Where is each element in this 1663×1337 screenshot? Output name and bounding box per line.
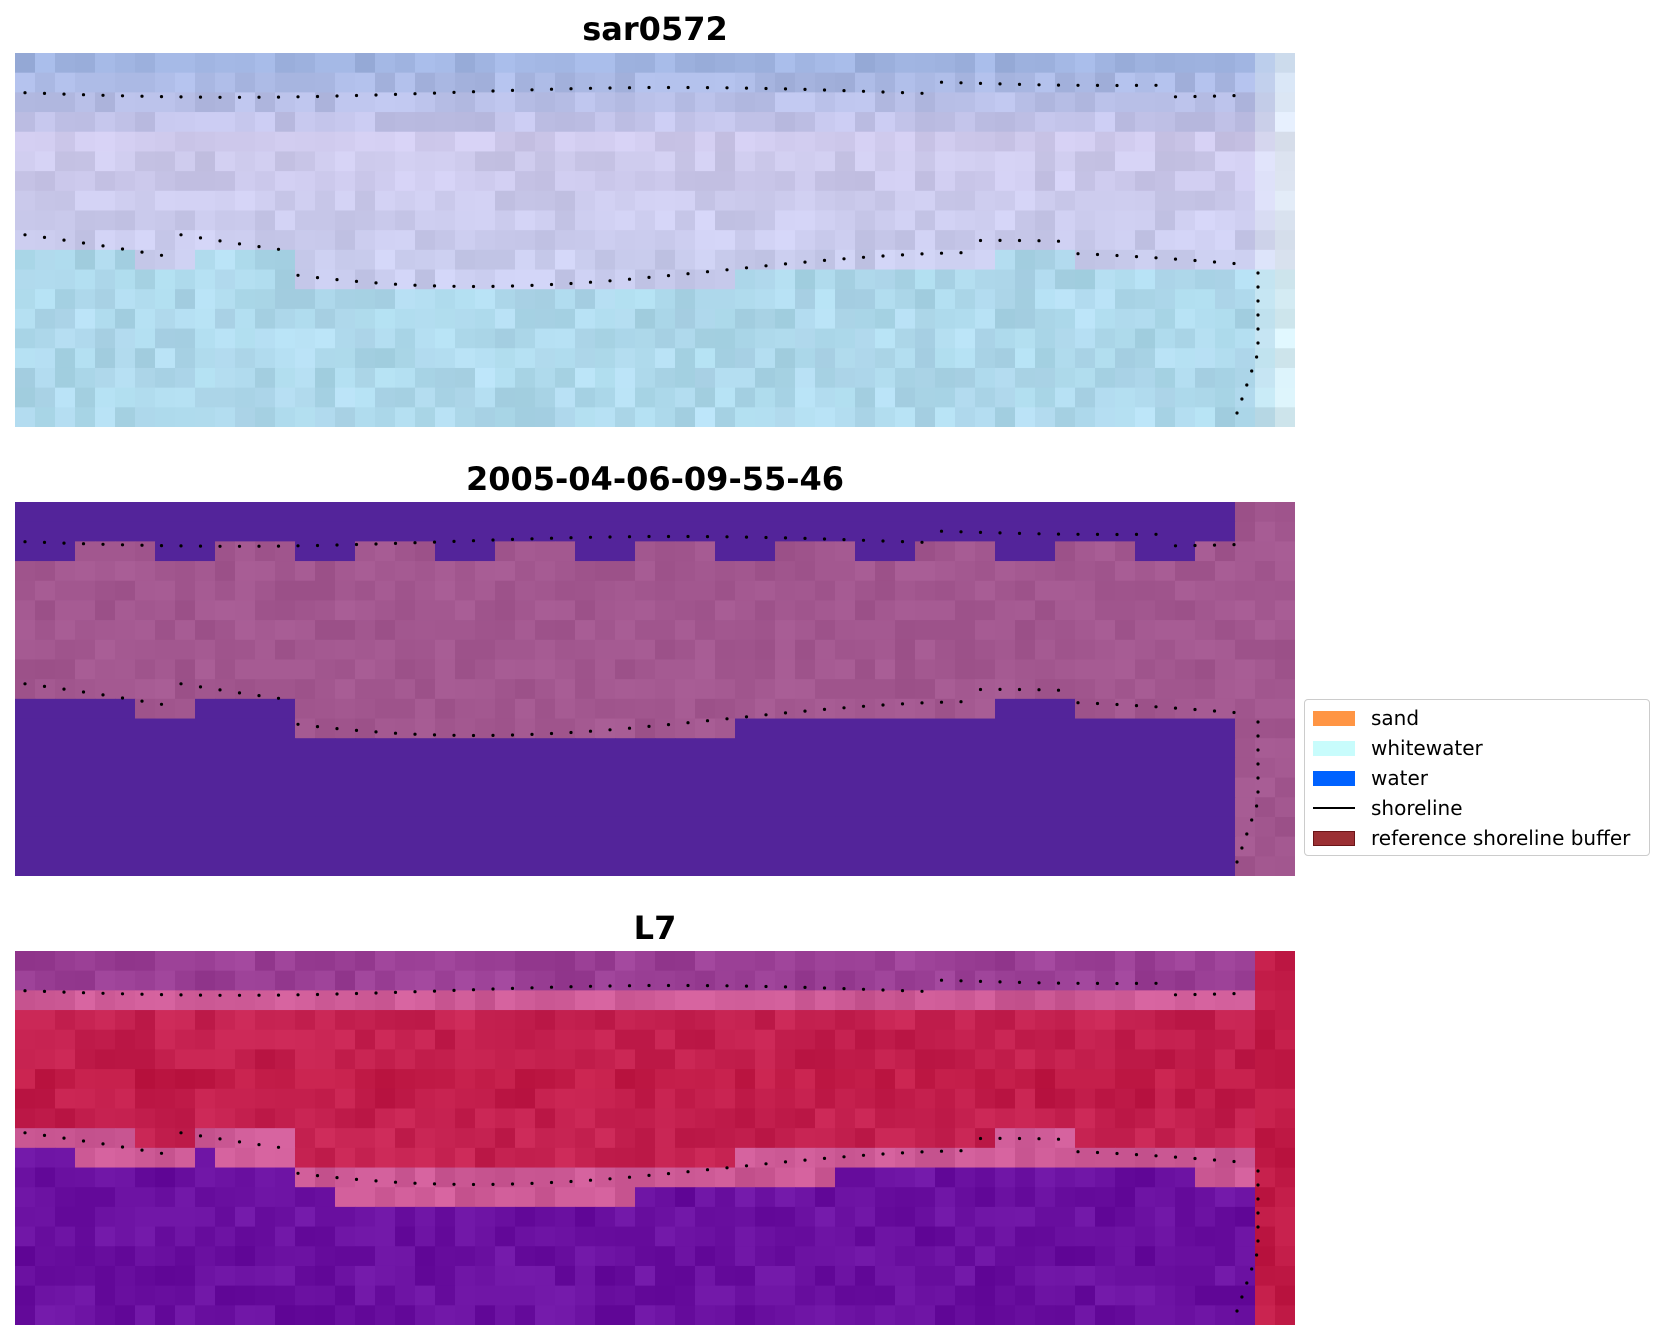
legend-item-whitewater: whitewater — [1313, 736, 1483, 760]
shoreline-line-swatch — [1313, 807, 1355, 809]
legend-label: reference shoreline buffer — [1371, 826, 1631, 850]
water-swatch — [1313, 770, 1355, 786]
legend: sand whitewater water shoreline referenc… — [1304, 699, 1650, 856]
legend-item-water: water — [1313, 766, 1428, 790]
index-image — [15, 951, 1295, 1325]
legend-item-shoreline: shoreline — [1313, 796, 1463, 820]
reference-buffer-swatch — [1313, 830, 1355, 846]
sand-swatch — [1313, 710, 1355, 726]
panel-title-index: L7 — [633, 909, 677, 947]
satellite-rgb-image — [15, 53, 1295, 427]
panel-title-rgb: sar0572 — [582, 10, 728, 48]
panel-title-classified: 2005-04-06-09-55-46 — [465, 460, 845, 498]
classified-image — [15, 502, 1295, 876]
legend-label: shoreline — [1371, 796, 1463, 820]
legend-item-reference-buffer: reference shoreline buffer — [1313, 826, 1630, 850]
legend-item-sand: sand — [1313, 706, 1419, 730]
legend-label: sand — [1371, 706, 1420, 730]
legend-label: water — [1371, 766, 1428, 790]
legend-label: whitewater — [1371, 736, 1483, 760]
whitewater-swatch — [1313, 740, 1355, 756]
